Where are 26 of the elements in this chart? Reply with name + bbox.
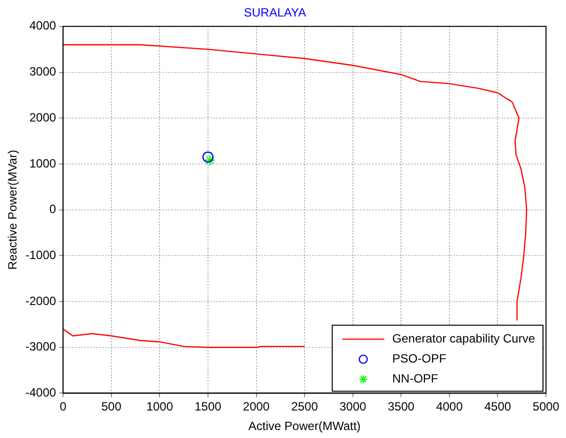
y-tick-label: 4000 <box>29 18 56 33</box>
x-tick-label: 0 <box>60 400 67 414</box>
y-tick-label: 2000 <box>29 110 56 124</box>
y-tick-label: -2000 <box>25 294 56 308</box>
legend-label: PSO-OPF <box>392 352 446 366</box>
x-tick-label: 1500 <box>194 400 222 414</box>
legend-label: NN-OPF <box>392 372 438 386</box>
y-tick-label: -4000 <box>25 386 56 400</box>
x-tick-label: 3000 <box>339 400 367 414</box>
x-tick-label: 5000 <box>532 400 560 414</box>
series-label: Generator capability Curve <box>392 332 536 346</box>
x-axis-title: Active Power(MWatt) <box>248 419 361 434</box>
x-tick-label: 500 <box>101 400 122 414</box>
y-tick-label: 0 <box>49 202 56 216</box>
y-tick-label: 3000 <box>29 64 56 79</box>
x-tick-label: 4500 <box>484 400 512 414</box>
chart-title: SURALAYA <box>244 6 306 20</box>
x-tick-label: 3500 <box>388 400 415 414</box>
y-tick-label: -3000 <box>25 340 56 354</box>
y-tick-label: 1000 <box>29 156 56 170</box>
x-tick-label: 1000 <box>146 400 174 414</box>
x-tick-label: 2000 <box>242 400 270 414</box>
x-tick-label: 2500 <box>291 400 318 414</box>
y-axis-title: Reactive Power(MVar) <box>6 150 20 270</box>
x-tick-label: 4000 <box>436 400 464 414</box>
y-tick-label: -1000 <box>25 248 56 262</box>
